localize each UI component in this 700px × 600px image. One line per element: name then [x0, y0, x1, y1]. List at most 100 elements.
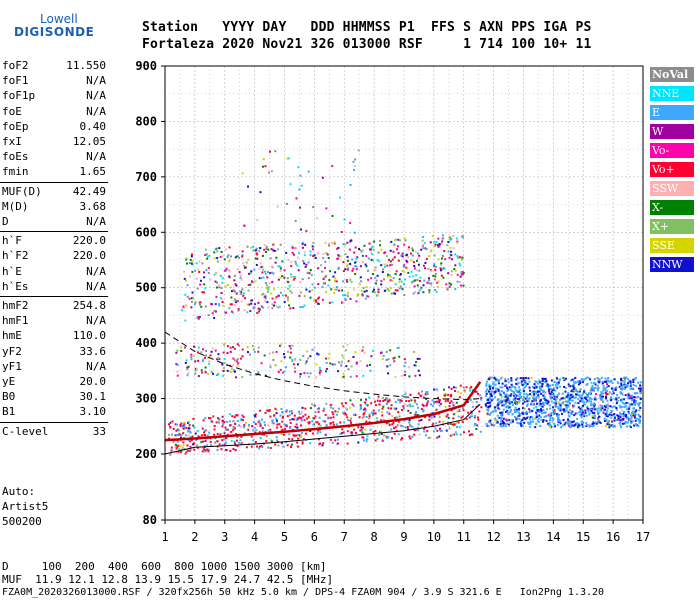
echo-point [307, 375, 310, 378]
echo-point [597, 380, 600, 383]
echo-point [477, 404, 480, 407]
echo-point [391, 423, 394, 426]
echo-point [436, 244, 439, 247]
echo-point [272, 249, 275, 252]
echo-point [403, 403, 406, 406]
echo-point [623, 406, 626, 409]
echo-point [251, 280, 254, 283]
echo-point [532, 420, 535, 423]
echo-point [525, 393, 528, 396]
echo-point [192, 354, 195, 357]
echo-point [193, 426, 196, 429]
echo-point [318, 366, 321, 369]
echo-point [204, 417, 207, 420]
echo-point [558, 408, 561, 411]
echo-point [430, 403, 433, 406]
echo-point [456, 254, 459, 257]
echo-point [331, 301, 334, 304]
echo-point [444, 405, 447, 408]
echo-point [362, 413, 365, 416]
echo-point [362, 346, 365, 349]
echo-point [540, 392, 543, 395]
echo-point [323, 407, 326, 410]
echo-point [170, 449, 173, 452]
echo-point [537, 410, 540, 413]
echo-point [557, 401, 560, 404]
echo-point [567, 405, 570, 408]
echo-point [596, 420, 599, 423]
echo-point [274, 250, 277, 253]
echo-point [355, 431, 358, 434]
echo-point [293, 359, 296, 362]
echo-point [508, 386, 511, 389]
echo-point [333, 241, 336, 244]
echo-point [612, 414, 615, 417]
echo-point [518, 397, 521, 400]
echo-point [604, 389, 607, 392]
echo-point [522, 376, 525, 379]
echo-point [222, 304, 225, 307]
echo-point [435, 241, 438, 244]
echo-point [204, 450, 207, 453]
echo-point [381, 358, 384, 361]
legend-item-vo: Vo- [650, 143, 694, 158]
echo-point [289, 421, 292, 424]
echo-point [401, 252, 404, 255]
echo-point [538, 390, 541, 393]
echo-point [403, 270, 406, 273]
echo-point [179, 450, 182, 453]
echo-point [246, 351, 249, 354]
echo-point [589, 378, 592, 381]
echo-point [267, 248, 270, 251]
echo-point [505, 401, 508, 404]
echo-point [233, 304, 236, 307]
echo-point [438, 399, 441, 402]
echo-point [580, 394, 583, 397]
echo-point [270, 265, 273, 268]
echo-point [448, 427, 451, 430]
echo-point [283, 269, 286, 272]
echo-point [628, 380, 631, 383]
echo-point [301, 441, 304, 444]
echo-point [392, 427, 395, 430]
echo-point [349, 278, 352, 281]
echo-point [487, 389, 490, 392]
echo-point [630, 415, 633, 418]
echo-point [469, 399, 472, 402]
echo-point [241, 419, 244, 422]
echo-point [268, 150, 271, 153]
echo-point [314, 256, 317, 259]
echo-point [517, 411, 520, 414]
echo-point [492, 385, 495, 388]
echo-point [608, 380, 611, 383]
echo-point [279, 267, 282, 270]
echo-point [201, 358, 204, 361]
echo-point [470, 385, 473, 388]
echo-point [359, 276, 362, 279]
echo-point [309, 407, 312, 410]
echo-point [176, 374, 179, 377]
echo-point [183, 425, 186, 428]
echo-point [455, 237, 458, 240]
echo-point [494, 406, 497, 409]
echo-point [196, 430, 199, 433]
echo-point [256, 311, 259, 314]
echo-point [306, 350, 309, 353]
echo-point [266, 276, 269, 279]
echo-point [590, 400, 593, 403]
echo-point [417, 263, 420, 266]
echo-point [233, 290, 236, 293]
echo-point [264, 411, 267, 414]
param-value: 1.65 [79, 165, 107, 179]
echo-point [477, 418, 480, 421]
param-row: MUF(D) 42.49 [2, 185, 106, 199]
echo-point [637, 404, 640, 407]
echo-point [357, 426, 360, 429]
echo-point [290, 265, 293, 268]
echo-point [307, 170, 310, 173]
echo-point [389, 275, 392, 278]
echo-point [514, 397, 517, 400]
echo-region [175, 343, 421, 379]
echo-point [497, 401, 500, 404]
echo-point [493, 391, 496, 394]
